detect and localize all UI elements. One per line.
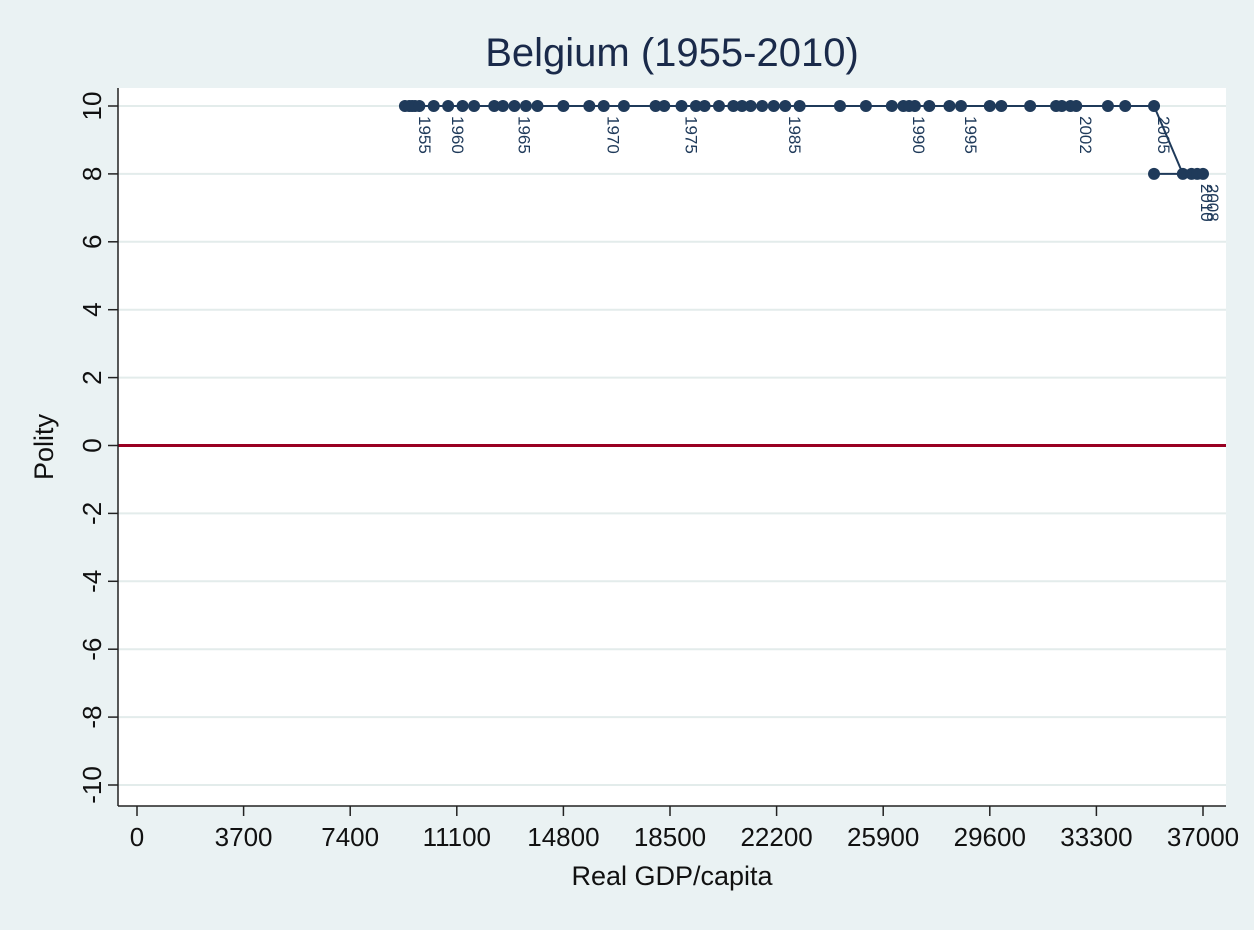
data-point <box>767 100 780 112</box>
data-point-label: 1955 <box>415 116 434 154</box>
data-point <box>1148 167 1161 180</box>
data-point <box>744 100 757 112</box>
data-point <box>1024 100 1037 112</box>
data-point <box>1119 100 1132 112</box>
data-point <box>1070 100 1083 112</box>
data-point <box>885 100 898 112</box>
x-tick-label: 14800 <box>527 822 599 852</box>
data-point <box>427 100 440 112</box>
grid-lines <box>118 105 1226 786</box>
y-tick-label: 10 <box>77 92 107 121</box>
data-point-label: 1975 <box>682 116 701 154</box>
data-point <box>557 100 570 112</box>
data-point-label: 1985 <box>785 116 804 154</box>
data-point-label: 2008 <box>1203 184 1222 222</box>
x-tick-label: 18500 <box>634 822 706 852</box>
x-tick-label: 25900 <box>847 822 919 852</box>
y-tick-label: -2 <box>77 502 107 525</box>
data-point <box>859 100 872 112</box>
data-point <box>712 100 725 112</box>
data-series: 1955 1960 1965 1970 1975 1985 1990 1995 2002 2005… <box>398 100 1222 222</box>
data-point <box>698 100 711 112</box>
data-point <box>779 100 792 112</box>
data-point <box>508 100 521 112</box>
data-point <box>983 100 996 112</box>
data-point-label: 1990 <box>909 116 928 154</box>
y-tick-label: 2 <box>77 370 107 384</box>
data-point <box>736 100 749 112</box>
data-point-label: 1995 <box>961 116 980 154</box>
data-point <box>413 100 426 112</box>
data-point <box>442 100 455 112</box>
data-point <box>833 100 846 112</box>
data-point <box>488 100 501 112</box>
y-tick-label: 6 <box>77 235 107 249</box>
data-point <box>658 100 671 112</box>
data-point-label: 2010 <box>1197 184 1216 222</box>
x-tick-label: 3700 <box>215 822 273 852</box>
axes: 10 8 6 4 2 0 -2 -4 -6 -8 -10 0 3700 7400 11100 14800 185… <box>77 88 1239 852</box>
data-point <box>756 100 769 112</box>
data-point <box>689 100 702 112</box>
x-tick-label: 29600 <box>954 822 1026 852</box>
data-point <box>995 100 1008 112</box>
data-point <box>954 100 967 112</box>
data-point <box>793 100 806 112</box>
y-tick-label: -6 <box>77 638 107 661</box>
x-tick-label: 7400 <box>321 822 379 852</box>
chart-title: Belgium (1955-2010) <box>485 31 859 75</box>
data-point <box>1055 100 1068 112</box>
data-point <box>1148 100 1161 112</box>
y-tick-label: -10 <box>77 766 107 804</box>
y-tick-label: 0 <box>77 438 107 452</box>
x-tick-label: 0 <box>130 822 144 852</box>
data-point <box>649 100 662 112</box>
data-point <box>727 100 740 112</box>
data-point <box>617 100 630 112</box>
data-point-label: 2005 <box>1154 116 1173 154</box>
data-point <box>1176 167 1189 180</box>
data-point-label: 1960 <box>448 116 467 154</box>
data-point <box>597 100 610 112</box>
x-tick-label: 37000 <box>1167 822 1239 852</box>
data-point <box>908 100 921 112</box>
y-tick-label: 4 <box>77 302 107 316</box>
data-point <box>583 100 596 112</box>
data-point <box>519 100 532 112</box>
data-point <box>943 100 956 112</box>
y-tick-label: -8 <box>77 706 107 729</box>
data-point-label: 1965 <box>514 116 533 154</box>
data-point-label: 2002 <box>1076 116 1095 154</box>
y-axis-label: Polity <box>29 413 59 480</box>
data-point-label: 1970 <box>604 116 623 154</box>
y-tick-label: 8 <box>77 167 107 181</box>
data-point <box>923 100 936 112</box>
x-tick-label: 33300 <box>1060 822 1132 852</box>
y-tick-label: -4 <box>77 570 107 593</box>
data-point <box>675 100 688 112</box>
data-point <box>468 100 481 112</box>
x-tick-label: 22200 <box>740 822 812 852</box>
data-point <box>1197 167 1209 180</box>
data-point <box>496 100 509 112</box>
x-axis-label: Real GDP/capita <box>571 861 773 891</box>
data-point <box>1101 100 1114 112</box>
data-point <box>456 100 469 112</box>
x-tick-label: 11100 <box>423 822 491 852</box>
data-point <box>531 100 544 112</box>
